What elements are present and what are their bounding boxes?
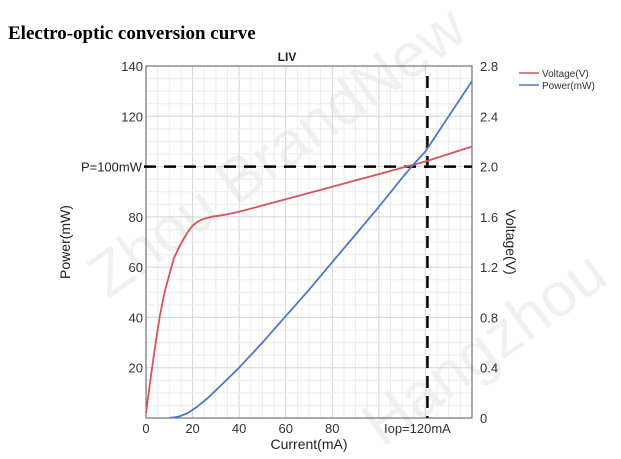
series-line-power-mw [169,80,473,419]
tick-layer: 0 20 40 60 80 Iop=120mA 20 40 60 80 120 140 0 0.4 0.8 1… [121,59,498,436]
grid [145,65,473,419]
x-tick-label: 0 [142,421,149,436]
series-layer [145,80,473,419]
y-tick-label: 120 [121,109,143,124]
y2-tick-label: 2.8 [480,59,498,74]
y-tick-label: 20 [129,361,143,376]
legend-label-voltage: Voltage(V) [542,69,589,80]
series-line-voltage-v [145,145,473,414]
y2-tick-label: 0.8 [480,310,498,325]
y2-tick-label: 0 [480,411,487,426]
y2-axis-title: Voltage(V) [503,209,519,274]
x-tick-label: 60 [278,421,292,436]
x-tick-label: 20 [185,421,199,436]
page-title: Electro-optic conversion curve [8,23,256,44]
y2-tick-label: 0.4 [480,361,498,376]
x-axis-title: Current(mA) [270,436,347,452]
y2-tick-label: 1.6 [480,210,498,225]
y2-tick-label: 2.0 [480,160,498,175]
y2-tick-label: 1.2 [480,260,498,275]
y-tick-label: 60 [129,260,143,275]
y-tick-label: 80 [129,210,143,225]
x-tick-label: Iop=120mA [384,421,451,436]
plot-frame [145,65,473,419]
y-axis-title: Power(mW) [57,205,73,279]
y-tick-label: 140 [121,59,143,74]
chart-title: LIV [278,50,297,64]
x-tick-label: 40 [232,421,246,436]
x-tick-label: 80 [325,421,339,436]
legend-label-power: Power(mW) [542,81,595,92]
legend: Voltage(V) Power(mW) [519,69,595,92]
annotation-label-horizontal: P=100mW [81,160,143,175]
annotation-layer: P=100mW [81,76,472,418]
y2-tick-label: 2.4 [480,109,498,124]
y-tick-label: 40 [129,310,143,325]
